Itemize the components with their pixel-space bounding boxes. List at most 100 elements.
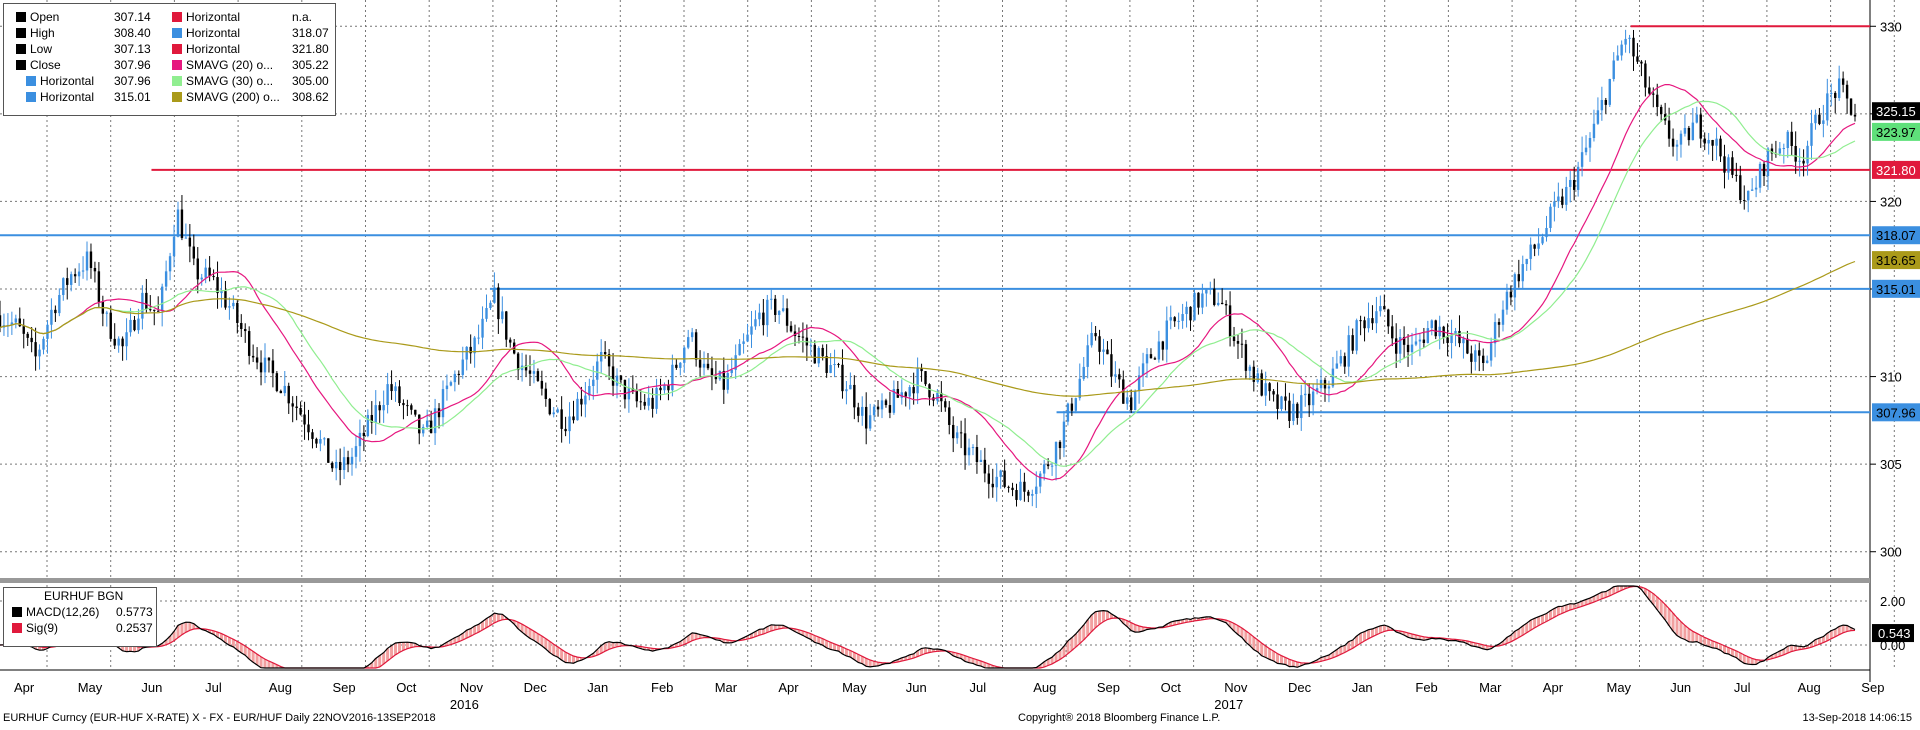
candle-body bbox=[1806, 145, 1809, 164]
legend-label: SMAVG (30) bbox=[186, 74, 254, 88]
candle-body bbox=[1557, 196, 1560, 202]
candle-body bbox=[809, 344, 813, 346]
legend-extra: o... bbox=[256, 58, 274, 72]
candle-body bbox=[0, 315, 2, 328]
x-tick-label: Jun bbox=[141, 680, 162, 695]
candle-body bbox=[564, 428, 567, 432]
candle-body bbox=[425, 420, 429, 427]
candle-body bbox=[991, 483, 994, 488]
candle-body bbox=[50, 309, 53, 325]
candle-body bbox=[726, 373, 729, 390]
candle-body bbox=[307, 424, 310, 433]
candle-body bbox=[936, 392, 939, 401]
candle-body bbox=[402, 403, 405, 406]
x-tick-label: Jan bbox=[1352, 680, 1373, 695]
candle-body bbox=[279, 390, 283, 394]
candle-body bbox=[706, 363, 710, 369]
candle-body bbox=[184, 237, 188, 239]
candle-body bbox=[584, 395, 587, 405]
ma-line bbox=[0, 100, 1856, 467]
x-tick-label: Feb bbox=[651, 680, 673, 695]
candle-body bbox=[1818, 114, 1821, 124]
candle-body bbox=[1304, 393, 1307, 396]
candle-body bbox=[659, 387, 662, 391]
candle-body bbox=[1588, 138, 1592, 148]
candle-body bbox=[1822, 120, 1825, 124]
candle-body bbox=[1671, 138, 1675, 147]
x-tick-label: Sep bbox=[1861, 680, 1884, 695]
candle-body bbox=[1624, 38, 1627, 45]
x-tick-label: Sep bbox=[333, 680, 356, 695]
candle-body bbox=[1169, 317, 1172, 321]
candle-body bbox=[1485, 360, 1489, 364]
candle-body bbox=[793, 331, 797, 336]
candle-body bbox=[1679, 133, 1683, 145]
legend-label: Horizontal bbox=[186, 42, 241, 56]
value-label-text: 323.97 bbox=[1876, 125, 1916, 140]
value-label-text: 316.65 bbox=[1876, 253, 1916, 268]
candle-body bbox=[1541, 237, 1544, 244]
candle-body bbox=[1703, 138, 1706, 144]
x-tick-label: May bbox=[842, 680, 867, 695]
candle-body bbox=[1727, 157, 1730, 173]
value-label-box bbox=[1872, 102, 1920, 121]
candle-body bbox=[1145, 354, 1149, 364]
x-tick-label: Mar bbox=[715, 680, 738, 695]
candle-body bbox=[1845, 84, 1849, 99]
candle-body bbox=[532, 371, 536, 374]
candle-body bbox=[168, 256, 172, 272]
candle-body bbox=[1224, 304, 1228, 306]
candle-body bbox=[441, 389, 445, 418]
candle-body bbox=[54, 309, 57, 314]
candle-body bbox=[1770, 148, 1774, 154]
candle-body bbox=[864, 406, 868, 429]
candle-body bbox=[1482, 355, 1485, 364]
candle-body bbox=[1687, 127, 1691, 141]
candle-body bbox=[1723, 156, 1726, 173]
candle-body bbox=[876, 406, 880, 410]
candle-body bbox=[109, 312, 112, 339]
candle-body bbox=[596, 361, 599, 380]
legend-row-sma20: SMAVG (20) o... 305.22 bbox=[172, 57, 332, 73]
candle-body bbox=[1363, 320, 1366, 329]
candle-body bbox=[924, 371, 927, 385]
candle-body bbox=[971, 447, 975, 449]
legend-value: n.a. bbox=[292, 10, 313, 24]
candle-body bbox=[1782, 148, 1786, 150]
candle-body bbox=[1062, 421, 1066, 449]
y-tick-label: 330 bbox=[1880, 19, 1902, 34]
candle-body bbox=[1054, 441, 1058, 466]
candle-body bbox=[548, 399, 551, 415]
legend-row-open: Open 307.14 bbox=[16, 9, 166, 25]
legend-col-right: Horizontal n.a. Horizontal 318.07 Horizont… bbox=[172, 9, 332, 105]
candle-body bbox=[196, 258, 199, 280]
candle-body bbox=[619, 375, 623, 380]
candle-body bbox=[176, 209, 180, 237]
candle-body bbox=[69, 274, 73, 285]
candle-body bbox=[777, 310, 781, 315]
panel-separator bbox=[0, 578, 1870, 583]
candle-body bbox=[346, 457, 350, 465]
candle-body bbox=[829, 365, 832, 373]
candle-body bbox=[212, 276, 215, 278]
candle-body bbox=[469, 346, 472, 354]
candle-body bbox=[568, 416, 571, 432]
candle-body bbox=[837, 364, 840, 366]
candle-body bbox=[1711, 139, 1714, 146]
candle-body bbox=[1454, 330, 1457, 335]
candle-body bbox=[319, 438, 322, 444]
candle-body bbox=[1826, 93, 1829, 121]
candle-body bbox=[1636, 56, 1639, 62]
candle-body bbox=[232, 302, 235, 307]
candle-body bbox=[1841, 78, 1845, 85]
candle-body bbox=[1126, 397, 1129, 404]
candle-body bbox=[1090, 333, 1093, 346]
candle-body bbox=[580, 398, 583, 405]
candle-body bbox=[714, 376, 718, 380]
candle-body bbox=[149, 309, 152, 311]
candle-body bbox=[742, 341, 745, 344]
candle-body bbox=[556, 409, 559, 413]
candle-body bbox=[1367, 318, 1370, 329]
candle-body bbox=[635, 390, 638, 402]
candle-body bbox=[702, 363, 706, 368]
